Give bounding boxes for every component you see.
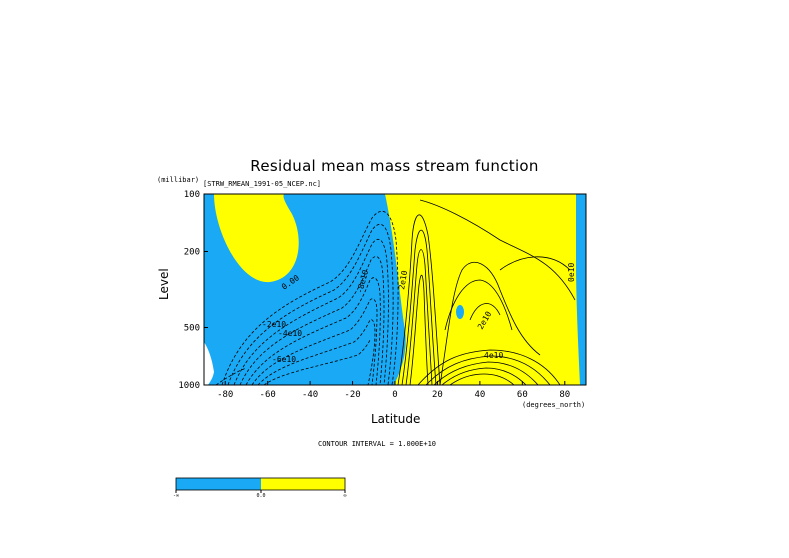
positive-contours [397, 199, 576, 385]
y-axis-label: Level [157, 268, 171, 300]
x-tick-label: 40 [474, 390, 485, 400]
contour-label: -2e10 [262, 320, 286, 329]
contour-label: -6e10 [272, 355, 296, 364]
x-units-label: (degrees_north) [522, 401, 586, 409]
contour-label: 2e10 [397, 270, 409, 291]
negative-blob [456, 305, 464, 319]
y-axis: 100 200 500 1000 [178, 190, 208, 391]
x-tick-label: -20 [344, 390, 360, 400]
colorbar-tick-label: -∞ [173, 493, 179, 499]
negative-region-fill [204, 194, 406, 385]
colorbar: -∞ 0.0 ∞ [173, 477, 347, 499]
contour-label: 4e10 [484, 351, 503, 360]
chart-title: Residual mean mass stream function [250, 157, 539, 175]
dataset-label: [STRW_RMEAN_1991-05_NCEP.nc] [203, 180, 322, 188]
y-tick-label: 1000 [178, 381, 200, 391]
x-tick-label: 20 [432, 390, 443, 400]
x-tick-label: 0 [392, 390, 397, 400]
missing-data-region [204, 342, 214, 385]
plot-area: 0.00 -2e10 -4e10 -6e10 -8e10 2e10 2e10 4… [204, 194, 586, 385]
negative-edge-strip [576, 194, 586, 385]
y-tick-label: 200 [184, 247, 200, 257]
y-tick-label: 100 [184, 190, 200, 200]
x-tick-label: -80 [217, 390, 233, 400]
colorbar-segment-negative [176, 478, 261, 490]
colorbar-segment-positive [261, 478, 345, 490]
contour-label: -4e10 [278, 329, 302, 338]
x-tick-label: 60 [517, 390, 528, 400]
x-tick-label: -40 [302, 390, 318, 400]
x-tick-label: -60 [260, 390, 276, 400]
negative-contours [215, 210, 399, 385]
contour-label: 0e10 [567, 263, 576, 282]
contour-interval-note: CONTOUR INTERVAL = 1.000E+10 [318, 440, 437, 448]
x-axis-label: Latitude [371, 412, 421, 426]
x-axis: -80 -60 -40 -20 0 20 40 60 80 [217, 381, 570, 400]
y-tick-label: 500 [184, 324, 200, 334]
colorbar-tick-label: 0.0 [256, 493, 265, 499]
colorbar-tick-label: ∞ [343, 493, 346, 499]
x-tick-label: 80 [559, 390, 570, 400]
y-units-label: (millibar) [157, 176, 200, 184]
